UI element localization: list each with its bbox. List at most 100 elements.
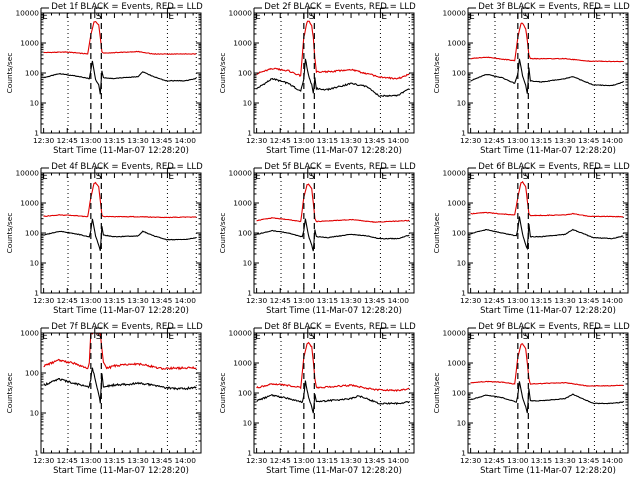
x-tick-label: 13:45: [578, 136, 600, 145]
y-tick-label: 10: [30, 259, 40, 268]
y-tick-label: 1: [34, 289, 39, 298]
y-tick-label: 100: [25, 69, 39, 78]
y-tick-label: 10000: [442, 329, 466, 338]
panel-det-1: 1 10 100 1000 10000 12:30 12:45 13:00 13:15 13:30…: [5, 2, 203, 155]
marker-label-e: E: [381, 172, 387, 182]
x-tick-label: 14:00: [602, 296, 624, 305]
x-tick-label: 13:15: [317, 296, 339, 305]
marker-label-s: S: [96, 12, 102, 22]
y-tick-label: 10: [243, 259, 253, 268]
y-tick-label: 1: [34, 129, 39, 138]
marker-label-e: E: [469, 332, 475, 342]
x-tick-label: 13:45: [151, 456, 173, 465]
panel-det-3: 1 10 100 1000 10000 12:30 12:45 13:00 13:15 13:30…: [432, 2, 630, 155]
marker-label-s: S: [96, 172, 102, 182]
y-axis-label: Counts/sec: [432, 53, 441, 94]
x-tick-label: 13:15: [104, 456, 126, 465]
x-tick-label: 13:15: [317, 456, 339, 465]
x-tick-label: 13:30: [127, 456, 149, 465]
y-axis-label: Counts/sec: [5, 53, 14, 94]
y-tick-label: 10: [30, 409, 40, 418]
y-tick-label: 100: [238, 69, 252, 78]
y-tick-label: 1000: [233, 199, 252, 208]
marker-label-s: S: [309, 332, 315, 342]
y-tick-label: 10000: [442, 169, 466, 178]
series-line-lld: [43, 333, 197, 371]
x-axis-label: Start Time (11-Mar-07 12:28:20): [266, 465, 402, 475]
x-tick-label: 12:45: [57, 296, 79, 305]
panel-det-8: 1 10 100 1000 10000 12:30 12:45 13:00 13:15 13:30…: [218, 322, 416, 475]
series-line-lld: [43, 20, 197, 55]
marker-label-e: E: [42, 172, 48, 182]
y-tick-label: 1: [461, 449, 466, 458]
x-tick-label: 12:45: [57, 136, 79, 145]
y-tick-label: 1000: [233, 39, 252, 48]
series-line-lld: [470, 343, 624, 387]
x-tick-label: 13:45: [151, 296, 173, 305]
x-tick-label: 12:30: [33, 136, 55, 145]
x-tick-label: 12:30: [460, 296, 482, 305]
y-tick-label: 10000: [15, 9, 39, 18]
x-tick-label: 14:00: [602, 136, 624, 145]
x-tick-label: 12:45: [484, 456, 506, 465]
y-tick-label: 100: [25, 229, 39, 238]
series-line-events: [256, 218, 410, 252]
panel-title: Det 7f BLACK = Events, RED = LLD: [51, 322, 203, 332]
y-tick-label: 1: [247, 129, 252, 138]
series-line-lld: [43, 181, 197, 219]
panel-det-2: 1 10 100 1000 10000 12:30 12:45 13:00 13:15 13:30…: [218, 2, 416, 155]
marker-label-s: S: [96, 332, 102, 342]
y-axis-label: Counts/sec: [218, 373, 227, 414]
x-tick-label: 12:45: [484, 136, 506, 145]
y-tick-label: 10: [243, 99, 253, 108]
series-line-events: [470, 58, 624, 94]
panel-title: Det 6f BLACK = Events, RED = LLD: [478, 162, 630, 172]
marker-label-e: E: [168, 332, 174, 342]
x-tick-label: 13:00: [293, 296, 315, 305]
y-axis-label: Counts/sec: [218, 213, 227, 254]
y-tick-label: 100: [25, 369, 39, 378]
series-line-events: [43, 367, 197, 404]
x-axis-label: Start Time (11-Mar-07 12:28:20): [266, 305, 402, 315]
marker-label-s: S: [523, 332, 529, 342]
x-tick-label: 13:30: [340, 456, 362, 465]
marker-label-e: E: [469, 172, 475, 182]
x-axis-label: Start Time (11-Mar-07 12:28:20): [53, 465, 189, 475]
panel-title: Det 4f BLACK = Events, RED = LLD: [51, 162, 203, 172]
y-tick-label: 1: [461, 289, 466, 298]
x-tick-label: 13:30: [127, 296, 149, 305]
x-tick-label: 14:00: [175, 296, 197, 305]
x-tick-label: 12:30: [460, 136, 482, 145]
marker-label-e: E: [595, 12, 601, 22]
y-tick-label: 10000: [442, 9, 466, 18]
x-tick-label: 13:00: [80, 456, 102, 465]
panel-title: Det 2f BLACK = Events, RED = LLD: [264, 2, 416, 12]
panel-det-7: 1 10 100 1000 12:30 12:45 13:00 13:15 13:30 13:45…: [5, 322, 203, 475]
x-axis-label: Start Time (11-Mar-07 12:28:20): [480, 305, 616, 315]
marker-label-s: S: [523, 12, 529, 22]
marker-label-e: E: [168, 12, 174, 22]
y-tick-label: 1000: [447, 39, 466, 48]
plot-frame: [40, 12, 202, 134]
y-tick-label: 10: [30, 99, 40, 108]
y-tick-label: 1000: [447, 359, 466, 368]
x-tick-label: 13:00: [80, 136, 102, 145]
x-tick-label: 12:45: [484, 296, 506, 305]
x-tick-label: 13:00: [293, 456, 315, 465]
x-tick-label: 13:30: [340, 136, 362, 145]
y-tick-label: 10000: [228, 329, 252, 338]
x-tick-label: 13:30: [340, 296, 362, 305]
x-tick-label: 13:15: [104, 136, 126, 145]
series-line-lld: [256, 183, 410, 223]
y-tick-label: 1: [247, 289, 252, 298]
y-tick-label: 100: [452, 229, 466, 238]
x-tick-label: 14:00: [175, 136, 197, 145]
y-tick-label: 100: [452, 69, 466, 78]
plot-frame: [467, 12, 629, 134]
x-tick-label: 13:45: [578, 456, 600, 465]
x-axis-label: Start Time (11-Mar-07 12:28:20): [480, 465, 616, 475]
series-line-lld: [470, 22, 624, 63]
x-tick-label: 13:45: [364, 296, 386, 305]
marker-label-e: E: [42, 332, 48, 342]
y-tick-label: 10000: [228, 9, 252, 18]
